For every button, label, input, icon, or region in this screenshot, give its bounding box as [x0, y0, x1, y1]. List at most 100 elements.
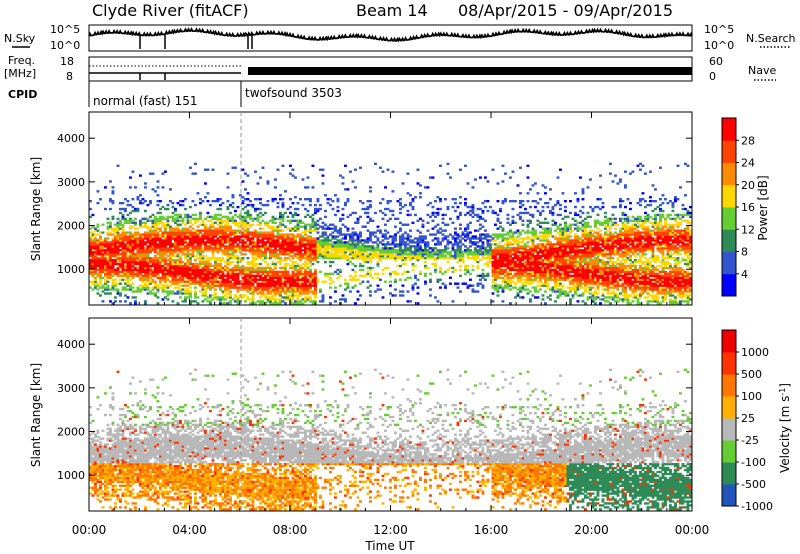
power-cell	[519, 199, 522, 203]
power-cell	[216, 239, 220, 242]
power-cell	[109, 276, 112, 279]
power-cell	[514, 221, 517, 224]
power-cell	[199, 255, 202, 258]
power-cell	[274, 178, 277, 181]
power-cell	[169, 239, 172, 242]
power-cell	[521, 223, 525, 226]
power-cell	[491, 264, 495, 268]
power-cell	[149, 272, 152, 276]
power-cell	[269, 235, 272, 238]
power-cell	[281, 296, 285, 299]
power-cell	[251, 233, 255, 236]
power-cell	[139, 194, 142, 197]
power-cell	[499, 268, 502, 272]
power-cell	[269, 249, 272, 252]
power-cell	[511, 199, 515, 203]
power-cell	[469, 209, 472, 213]
power-cell	[519, 255, 522, 258]
power-cell	[271, 251, 275, 254]
power-cell	[454, 201, 457, 205]
power-cell	[259, 247, 262, 250]
power-cell	[214, 245, 217, 248]
power-cell	[421, 239, 425, 242]
power-cell	[209, 270, 212, 274]
power-cell	[516, 235, 520, 238]
power-cell	[189, 258, 192, 262]
power-cell	[376, 239, 380, 242]
power-cell	[334, 245, 337, 248]
power-cell	[541, 262, 545, 266]
power-cell	[274, 229, 277, 232]
power-cell	[286, 274, 290, 278]
power-cell	[166, 241, 170, 244]
power-cell	[351, 253, 355, 256]
power-cell	[486, 235, 490, 238]
power-cell	[499, 264, 502, 268]
power-cell	[191, 241, 195, 244]
power-cell	[419, 196, 422, 199]
power-cell	[496, 245, 500, 248]
power-cell	[279, 211, 282, 215]
power-cell	[264, 288, 267, 291]
power-cell	[199, 235, 202, 238]
power-cell	[154, 223, 157, 226]
power-cell	[424, 237, 427, 240]
power-cell	[426, 243, 430, 246]
power-cell	[334, 225, 337, 228]
power-cell	[151, 223, 155, 226]
power-cell	[194, 274, 197, 278]
power-cell	[491, 292, 495, 295]
power-cell	[419, 239, 422, 242]
power-cell	[234, 166, 237, 169]
power-cell	[451, 237, 455, 240]
power-cell	[444, 255, 447, 258]
power-cell	[509, 256, 512, 260]
power-cell	[156, 237, 160, 240]
power-cell	[171, 249, 175, 252]
power-cell	[89, 241, 92, 244]
power-cell	[499, 284, 502, 287]
power-cell	[499, 256, 502, 260]
power-cell	[504, 260, 507, 264]
power-cell	[369, 294, 372, 297]
power-cell	[149, 282, 152, 285]
power-cell	[394, 243, 397, 246]
power-cell	[391, 294, 395, 297]
power-cell	[341, 213, 345, 217]
power-cell	[194, 255, 197, 258]
power-cell	[509, 302, 512, 305]
power-cell	[219, 266, 222, 270]
power-cell	[214, 276, 217, 279]
power-cell	[444, 247, 447, 250]
power-cell	[131, 258, 135, 262]
power-cell	[194, 300, 197, 303]
power-cell	[514, 256, 517, 260]
power-cell	[399, 256, 402, 260]
power-cell	[451, 255, 455, 258]
power-cell	[241, 288, 245, 291]
power-cell	[409, 253, 412, 256]
power-cell	[269, 245, 272, 248]
power-cell	[521, 239, 525, 242]
power-cell	[421, 219, 425, 222]
power-cell	[291, 272, 295, 276]
power-cell	[516, 231, 520, 234]
power-cell	[121, 264, 125, 268]
power-cell	[309, 284, 312, 287]
power-cell	[224, 225, 227, 228]
power-cell	[171, 231, 175, 234]
power-cell	[449, 276, 452, 279]
power-cell	[471, 255, 475, 258]
power-cell	[264, 233, 267, 236]
power-cell	[109, 288, 112, 291]
power-cell	[471, 288, 475, 291]
power-cell	[246, 270, 250, 274]
power-cell	[239, 247, 242, 250]
power-cell	[194, 203, 197, 207]
power-cell	[514, 282, 517, 285]
power-cell	[494, 258, 497, 262]
power-cell	[234, 276, 237, 279]
power-cell	[246, 256, 250, 260]
power-cell	[264, 260, 267, 264]
power-cell	[499, 272, 502, 276]
